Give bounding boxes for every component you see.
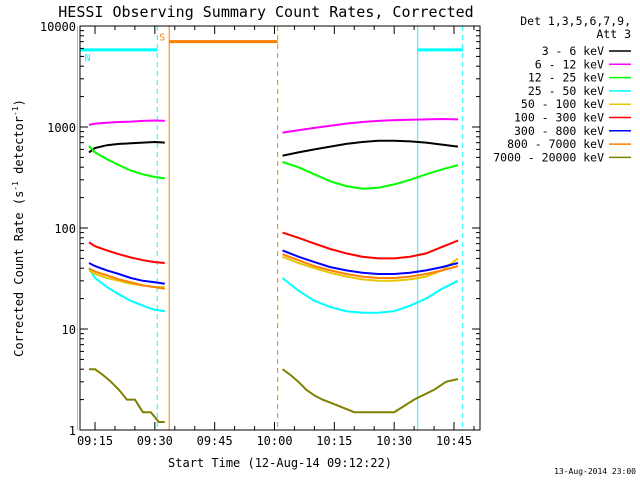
legend-label-7: 800 - 7000 keV (507, 137, 604, 151)
legend-label-5: 100 - 300 keV (514, 111, 604, 125)
plot-frame (79, 25, 481, 431)
legend-label-6: 300 - 800 keV (514, 124, 604, 138)
legend-label-2: 12 - 25 keV (528, 71, 604, 85)
series-line-2-segment-1 (282, 161, 459, 190)
legend-label-1: 6 - 12 keV (535, 57, 604, 71)
legend-label-0: 3 - 6 keV (542, 44, 604, 58)
series-line-6-segment-0 (88, 262, 165, 285)
x-tick-label-5: 10:30 (376, 434, 412, 448)
y-tick-label-2: 100 (54, 222, 76, 236)
x-tick-label-6: 10:45 (436, 434, 472, 448)
series-line-8-segment-0 (89, 368, 165, 423)
series-line-0-segment-0 (88, 140, 165, 154)
series-line-3-segment-1 (281, 277, 459, 314)
x-axis: 09:15 09:30 09:45 10:00 10:15 10:30 10:45 (77, 26, 475, 448)
x-tick-label-2: 09:45 (197, 434, 233, 448)
legend-label-8: 7000 - 20000 keV (493, 150, 604, 164)
state-label-n: N (84, 53, 90, 64)
series-line-3-segment-0 (88, 267, 165, 313)
y-axis-label: Corrected Count Rate (s-1 detector-1) (11, 99, 26, 357)
x-tick-label-0: 09:15 (77, 434, 113, 448)
series-line-2-segment-0 (88, 145, 165, 180)
x-axis-label: Start Time (12-Aug-14 09:12:22) (168, 456, 392, 470)
y-tick-label-4: 10000 (40, 20, 76, 34)
y-tick-label-3: 1000 (47, 121, 76, 135)
y-tick-label-0: 1 (69, 424, 76, 438)
legend-header-line-1: Det 1,3,5,6,7,9, (520, 14, 631, 28)
x-tick-label-4: 10:15 (316, 434, 352, 448)
x-tick-label-3: 10:00 (256, 434, 292, 448)
plot-area: SN (76, 26, 464, 430)
series-line-6-segment-1 (282, 249, 459, 275)
series-line-5-segment-0 (88, 241, 165, 264)
state-label-s: S (159, 33, 165, 44)
series-line-0-segment-1 (282, 139, 459, 157)
legend-label-4: 50 - 100 keV (521, 97, 604, 111)
y-axis: 1 10 100 1000 10000 (40, 20, 480, 438)
footer-date: 13-Aug-2014 23:00 (554, 467, 636, 476)
series-line-8-segment-1 (281, 368, 459, 414)
legend-header-line-2: Att 3 (596, 27, 631, 41)
series-line-7-segment-0 (88, 267, 165, 290)
series-line-7-segment-1 (282, 253, 459, 279)
legend-label-3: 25 - 50 keV (528, 84, 604, 98)
series-line-4-segment-1 (282, 255, 459, 282)
chart-title: HESSI Observing Summary Count Rates, Cor… (58, 3, 473, 21)
y-tick-label-1: 10 (62, 323, 76, 337)
series-line-1-segment-0 (88, 119, 165, 126)
series-line-5-segment-1 (282, 231, 459, 260)
x-tick-label-1: 09:30 (137, 434, 173, 448)
series-line-1-segment-1 (282, 117, 459, 134)
